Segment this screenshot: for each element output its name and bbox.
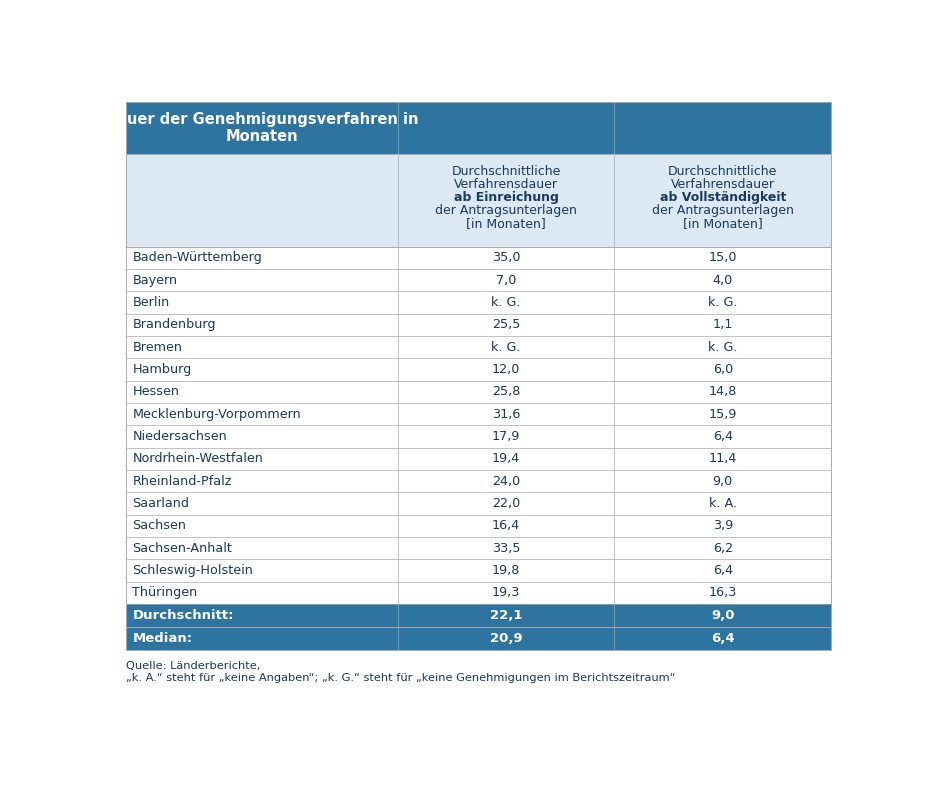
Text: Verfahrensdauer: Verfahrensdauer [454, 178, 558, 191]
Bar [126, 447, 831, 470]
Text: k. G.: k. G. [491, 296, 521, 309]
Text: 25,8: 25,8 [492, 385, 520, 399]
Text: Sachsen-Anhalt: Sachsen-Anhalt [133, 542, 233, 555]
Text: k. G.: k. G. [708, 296, 738, 309]
Text: 7,0: 7,0 [496, 274, 517, 287]
Text: k. G.: k. G. [491, 341, 521, 354]
Text: [in Monaten]: [in Monaten] [683, 217, 763, 230]
Bar [126, 247, 831, 269]
Text: 19,4: 19,4 [492, 452, 520, 466]
Text: 16,4: 16,4 [492, 519, 520, 532]
Text: 19,8: 19,8 [492, 564, 520, 577]
Text: 15,9: 15,9 [709, 407, 737, 421]
Text: Niedersachsen: Niedersachsen [133, 430, 227, 443]
Text: 1,1: 1,1 [713, 319, 733, 332]
Bar [126, 425, 831, 447]
Text: 14,8: 14,8 [709, 385, 737, 399]
Bar [126, 154, 831, 247]
Text: 15,0: 15,0 [709, 252, 737, 264]
Text: [in Monaten]: [in Monaten] [466, 217, 545, 230]
Text: 17,9: 17,9 [492, 430, 520, 443]
Text: Rheinland-Pfalz: Rheinland-Pfalz [133, 475, 232, 487]
Text: 3,9: 3,9 [713, 519, 733, 532]
Text: Dauer der Genehmigungsverfahren in
Monaten: Dauer der Genehmigungsverfahren in Monat… [105, 112, 418, 145]
Bar [126, 582, 831, 604]
Bar [126, 627, 831, 650]
Text: k. G.: k. G. [708, 341, 738, 354]
Text: 9,0: 9,0 [711, 609, 735, 622]
Bar [126, 381, 831, 403]
Bar [126, 403, 831, 425]
Bar [126, 269, 831, 292]
Text: Sachsen: Sachsen [133, 519, 186, 532]
Text: 20,9: 20,9 [489, 632, 522, 646]
Text: Quelle: Länderberichte,: Quelle: Länderberichte, [126, 661, 261, 671]
Text: Thüringen: Thüringen [133, 586, 197, 599]
Text: 6,2: 6,2 [713, 542, 733, 555]
Text: Nordrhein-Westfalen: Nordrhein-Westfalen [133, 452, 263, 466]
Bar [126, 359, 831, 381]
Text: Durchschnittliche: Durchschnittliche [668, 165, 778, 178]
Text: der Antragsunterlagen: der Antragsunterlagen [435, 204, 577, 217]
Text: Hessen: Hessen [133, 385, 179, 399]
Text: 31,6: 31,6 [492, 407, 520, 421]
Text: Durchschnittliche: Durchschnittliche [451, 165, 560, 178]
Text: der Antragsunterlagen: der Antragsunterlagen [652, 204, 794, 217]
Bar [126, 559, 831, 582]
Text: Durchschnitt:: Durchschnitt: [133, 609, 234, 622]
Text: Median:: Median: [133, 632, 192, 646]
Text: Bayern: Bayern [133, 274, 177, 287]
Text: Saarland: Saarland [133, 497, 190, 510]
Bar [126, 336, 831, 359]
Text: „k. A.“ steht für „keine Angaben“; „k. G.“ steht für „keine Genehmigungen im Ber: „k. A.“ steht für „keine Angaben“; „k. G… [126, 674, 675, 683]
Text: 35,0: 35,0 [492, 252, 520, 264]
Bar [126, 314, 831, 336]
Bar [126, 537, 831, 559]
Text: 25,5: 25,5 [492, 319, 520, 332]
Text: Schleswig-Holstein: Schleswig-Holstein [133, 564, 253, 577]
Text: 6,0: 6,0 [713, 363, 733, 376]
Bar [126, 292, 831, 314]
Bar [126, 492, 831, 515]
Text: Berlin: Berlin [133, 296, 169, 309]
Text: 12,0: 12,0 [492, 363, 520, 376]
Text: k. A.: k. A. [709, 497, 737, 510]
Text: ab Einreichung: ab Einreichung [454, 191, 559, 204]
Text: 9,0: 9,0 [713, 475, 733, 487]
Text: Mecklenburg-Vorpommern: Mecklenburg-Vorpommern [133, 407, 301, 421]
Text: Hamburg: Hamburg [133, 363, 191, 376]
Text: 16,3: 16,3 [709, 586, 737, 599]
Text: 6,4: 6,4 [713, 430, 733, 443]
Bar [126, 102, 831, 154]
Text: 22,0: 22,0 [492, 497, 520, 510]
Text: Verfahrensdauer: Verfahrensdauer [671, 178, 775, 191]
Text: 33,5: 33,5 [492, 542, 520, 555]
Text: 4,0: 4,0 [713, 274, 733, 287]
Text: Bremen: Bremen [133, 341, 182, 354]
Text: 6,4: 6,4 [711, 632, 735, 646]
Text: 11,4: 11,4 [709, 452, 737, 466]
Text: 22,1: 22,1 [489, 609, 522, 622]
Text: 24,0: 24,0 [492, 475, 520, 487]
Text: Baden-Württemberg: Baden-Württemberg [133, 252, 262, 264]
Text: 19,3: 19,3 [492, 586, 520, 599]
Text: 6,4: 6,4 [713, 564, 733, 577]
Bar [126, 515, 831, 537]
Bar [126, 604, 831, 627]
Text: Brandenburg: Brandenburg [133, 319, 216, 332]
Bar [126, 470, 831, 492]
Text: ab Vollständigkeit: ab Vollständigkeit [659, 191, 786, 204]
